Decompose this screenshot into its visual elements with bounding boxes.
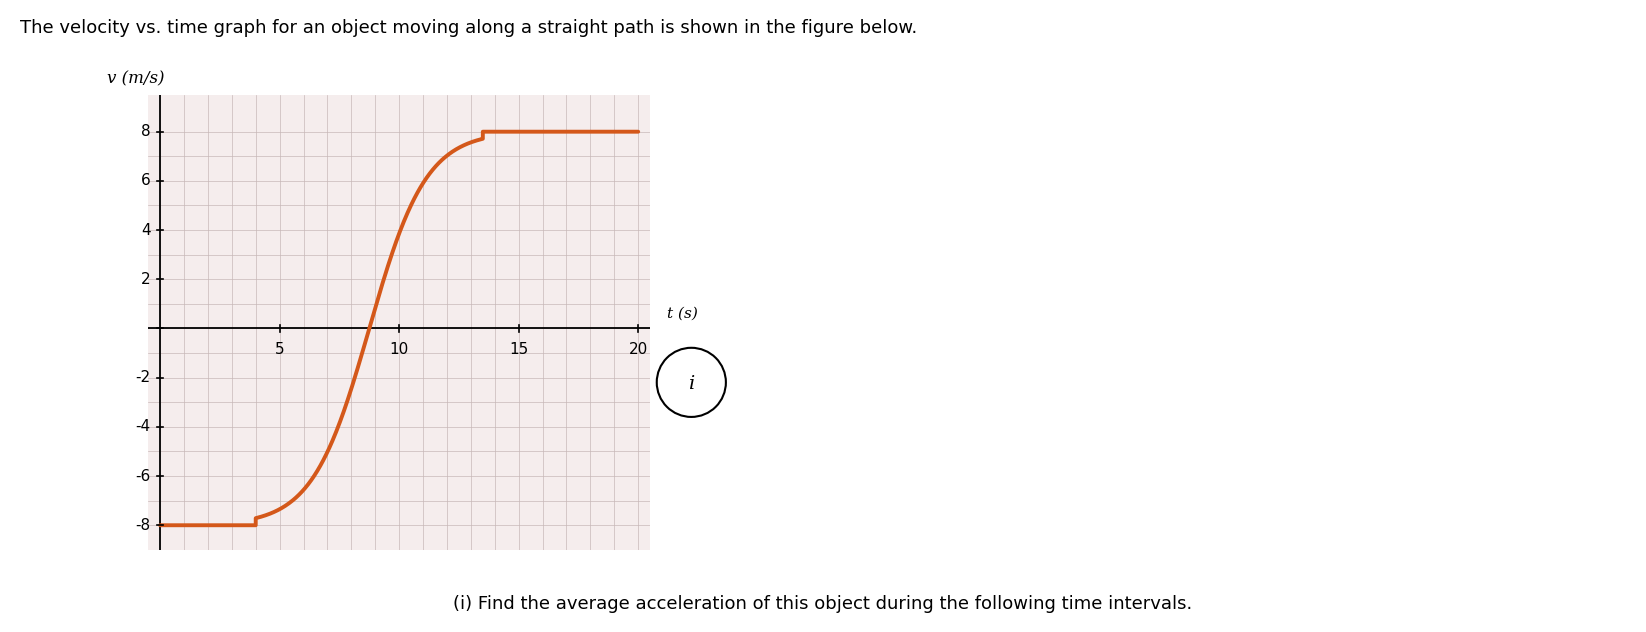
Text: 6: 6 — [142, 173, 150, 188]
Text: -4: -4 — [135, 420, 150, 434]
Text: -8: -8 — [135, 518, 150, 533]
Text: i: i — [688, 375, 695, 393]
Text: t (s): t (s) — [667, 307, 698, 321]
Text: -2: -2 — [135, 370, 150, 385]
Text: 20: 20 — [629, 342, 649, 357]
Text: v (m/s): v (m/s) — [107, 70, 165, 87]
Text: 15: 15 — [509, 342, 528, 357]
Text: 8: 8 — [142, 125, 150, 139]
Text: 5: 5 — [275, 342, 285, 357]
Text: 10: 10 — [390, 342, 408, 357]
Text: (i) Find the average acceleration of this object during the following time inter: (i) Find the average acceleration of thi… — [453, 595, 1193, 613]
Text: -6: -6 — [135, 468, 150, 483]
Text: 4: 4 — [142, 222, 150, 238]
Text: 2: 2 — [142, 272, 150, 287]
Text: The velocity vs. time graph for an object moving along a straight path is shown : The velocity vs. time graph for an objec… — [20, 19, 917, 37]
